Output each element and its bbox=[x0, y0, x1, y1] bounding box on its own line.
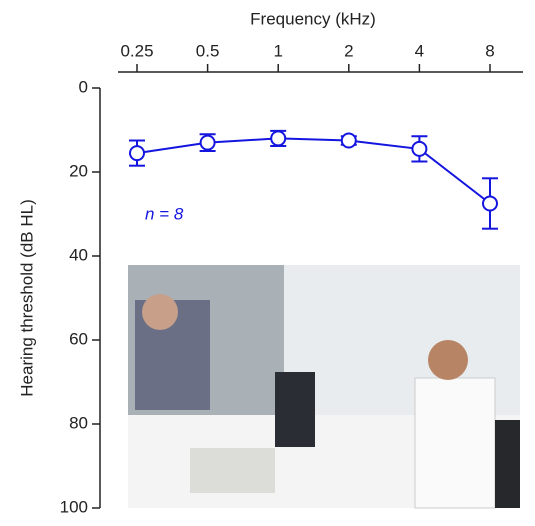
audiometer bbox=[190, 448, 275, 493]
y-tick-label: 20 bbox=[69, 161, 88, 180]
y-tick-label: 0 bbox=[79, 77, 88, 96]
line bbox=[136, 137, 491, 205]
marker bbox=[129, 145, 145, 162]
annotation: n = 8 bbox=[145, 204, 184, 223]
y-tick-label: 80 bbox=[69, 413, 88, 432]
laptop bbox=[275, 372, 315, 447]
x-tick-label: 0.25 bbox=[120, 41, 153, 60]
marker bbox=[340, 132, 357, 149]
y-tick-label: 100 bbox=[60, 497, 88, 516]
marker bbox=[411, 140, 428, 157]
x-tick-label: 8 bbox=[485, 41, 494, 60]
x-tick-label: 2 bbox=[344, 41, 353, 60]
patient-head bbox=[142, 294, 178, 330]
x-axis-title: Frequency (kHz) bbox=[250, 9, 376, 28]
x-tick-label: 4 bbox=[415, 41, 424, 60]
y-tick-label: 40 bbox=[69, 245, 88, 264]
y-axis-title: Hearing threshold (dB HL) bbox=[17, 199, 36, 396]
clinician bbox=[414, 377, 496, 509]
x-tick-label: 0.5 bbox=[196, 41, 220, 60]
marker bbox=[482, 195, 498, 212]
photo bbox=[128, 265, 520, 509]
clinician-head bbox=[428, 340, 468, 380]
y-tick-label: 60 bbox=[69, 329, 88, 348]
chair bbox=[495, 420, 520, 508]
marker bbox=[270, 130, 287, 147]
marker bbox=[199, 134, 216, 151]
x-tick-label: 1 bbox=[273, 41, 282, 60]
